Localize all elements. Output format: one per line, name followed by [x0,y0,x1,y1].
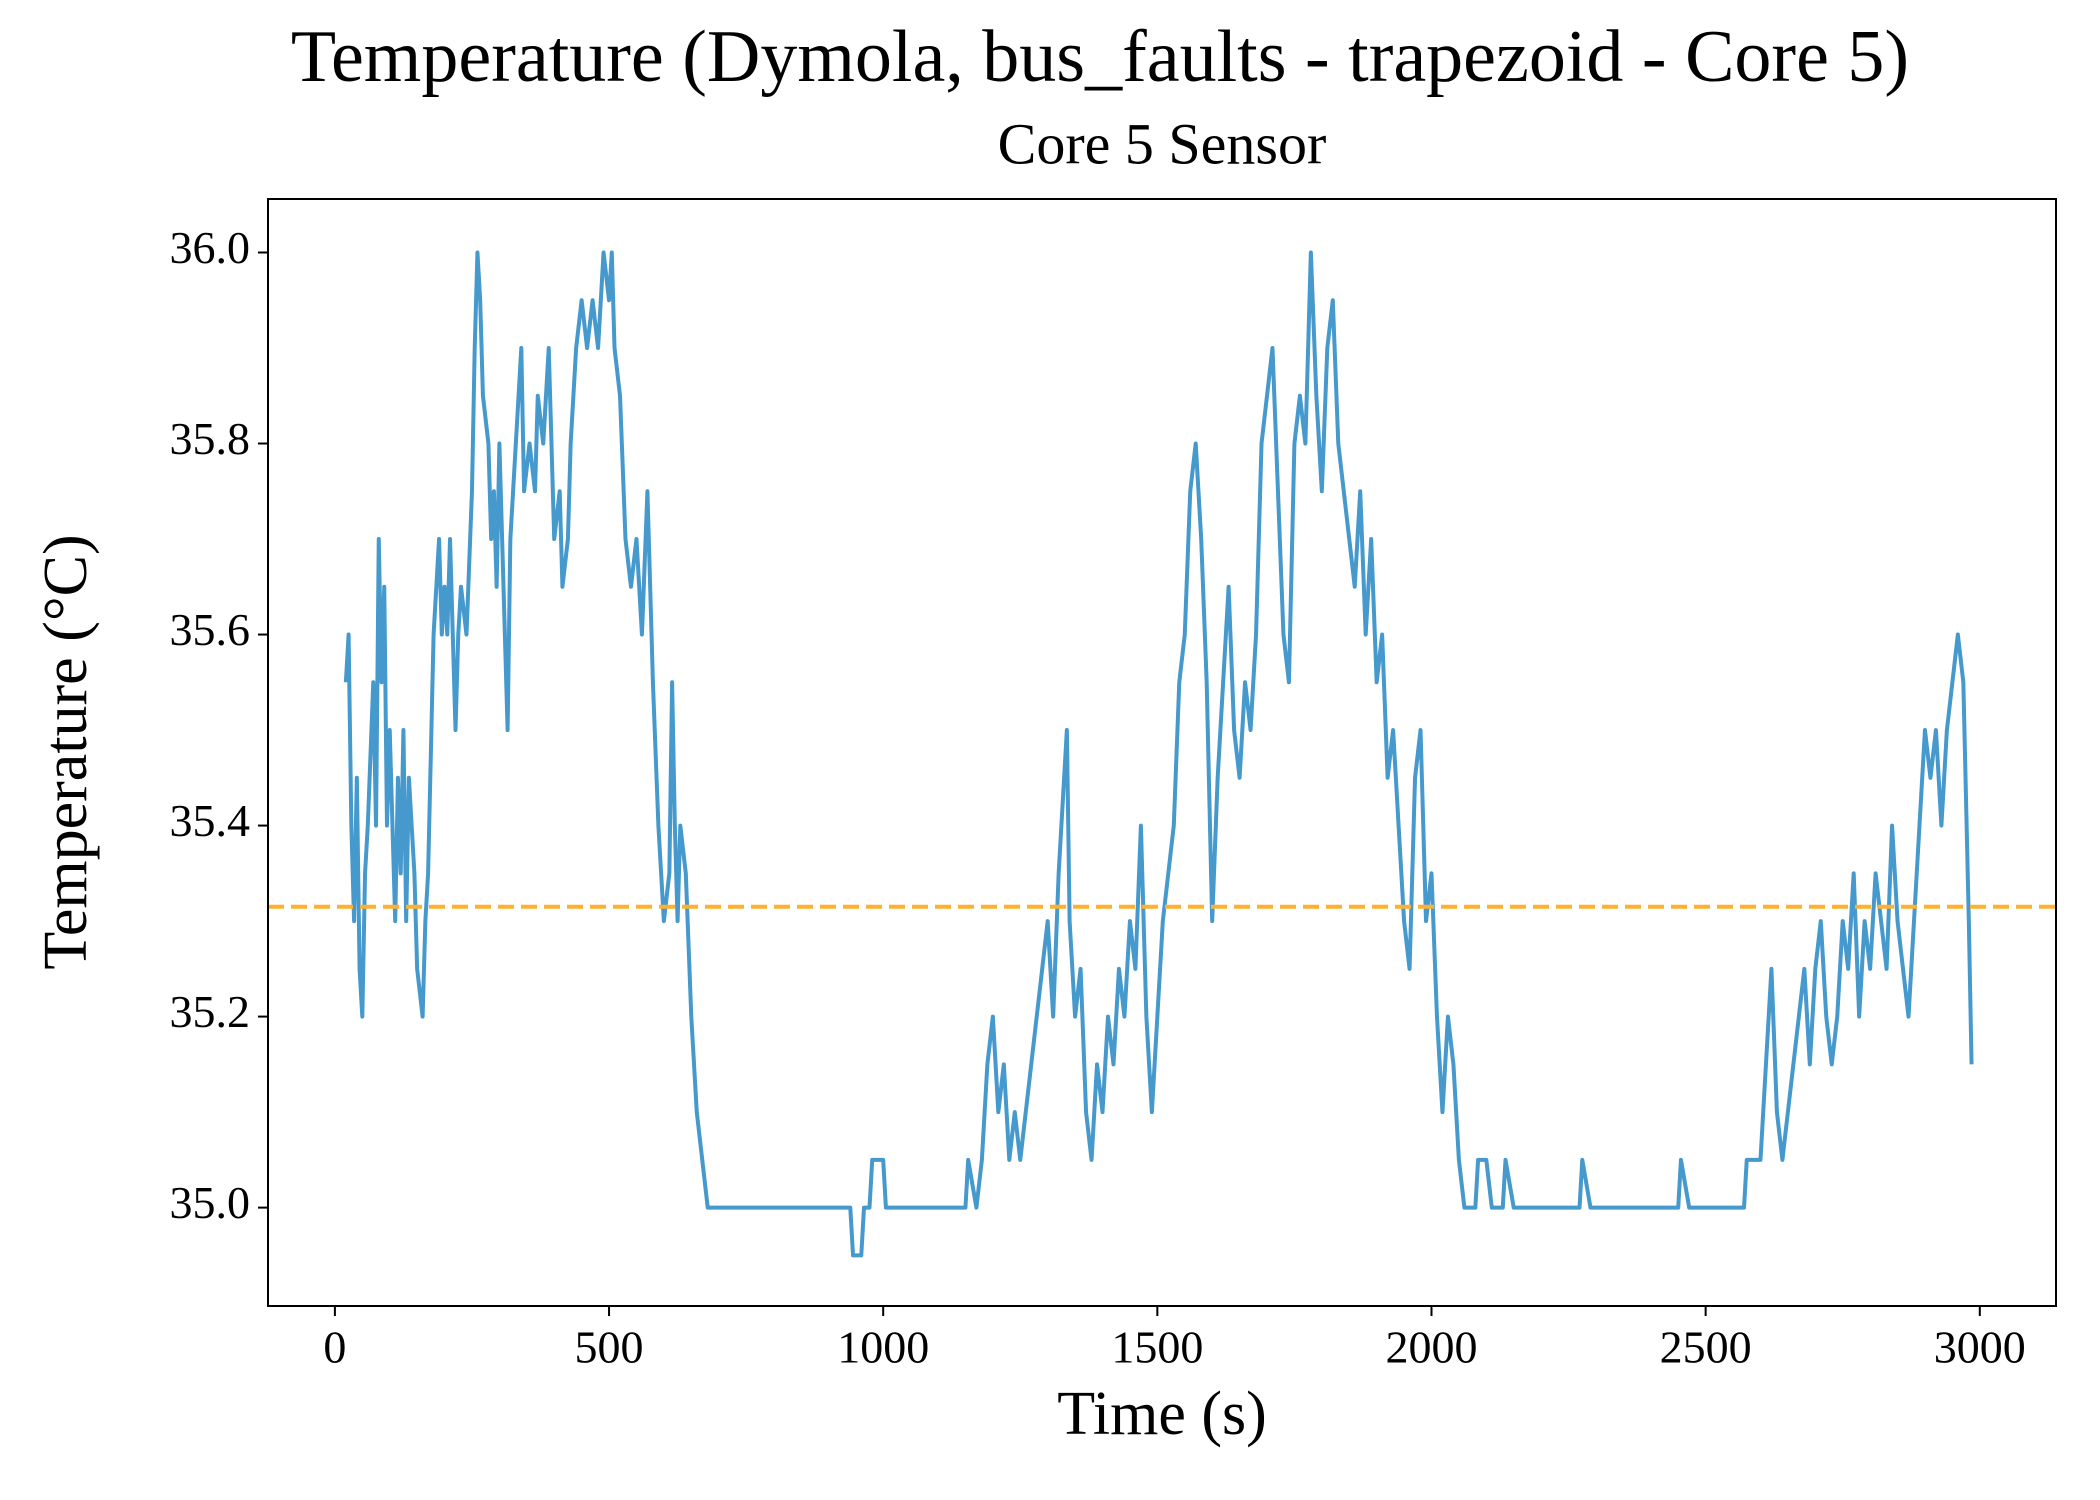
data-line [343,250,1974,1258]
y-axis-label: Temperature (°C) [32,534,100,969]
x-tick-label: 500 [575,1322,644,1373]
x-tick-label: 3000 [1934,1322,2026,1373]
chart-subtitle: Core 5 Sensor [998,111,1327,176]
x-tick-label: 1500 [1111,1322,1203,1373]
x-tick-label: 2000 [1385,1322,1477,1373]
y-tick-label: 35.6 [170,604,251,655]
y-tick-label: 35.2 [170,986,251,1037]
y-tick-label: 36.0 [170,222,251,273]
y-tick-label: 35.0 [170,1177,251,1228]
chart-title: Temperature (Dymola, bus_faults - trapez… [291,16,1909,98]
x-tick-label: 1000 [837,1322,929,1373]
x-tick-label: 0 [323,1322,346,1373]
plot-frame [267,198,2057,1307]
y-tick-label: 35.8 [170,413,251,464]
x-tick-label: 2500 [1660,1322,1752,1373]
x-axis-label: Time (s) [1057,1380,1267,1448]
y-tick-label: 35.4 [170,795,251,846]
